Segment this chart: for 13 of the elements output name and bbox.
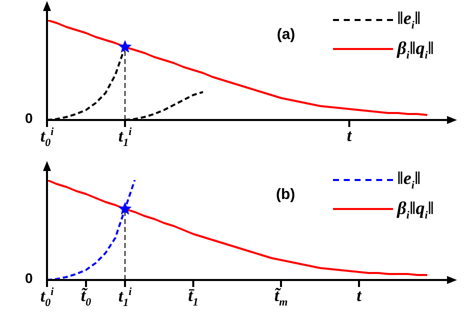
x-tick-label: t̃$_{m}$ bbox=[274, 286, 288, 308]
chart-title: (b) bbox=[276, 186, 296, 204]
legend-label: ‖e$_{i}$‖ bbox=[397, 8, 421, 32]
x-tick-label: t̃$_{0}$ bbox=[80, 286, 92, 308]
text: 0 bbox=[25, 110, 33, 126]
text: 0 bbox=[25, 270, 33, 286]
text: (a) bbox=[276, 26, 296, 44]
x-tick-label: t bbox=[356, 286, 362, 306]
x-tick-label: t̄$_{1}$ bbox=[188, 286, 198, 308]
legend-label: ‖e$_{i}$‖ bbox=[397, 168, 421, 192]
legend-label: β$_{i}$‖q$_{i}$‖ bbox=[397, 38, 434, 62]
x-tick-label: t bbox=[346, 126, 352, 146]
legend-label: β$_{i}$‖q$_{i}$‖ bbox=[397, 198, 434, 222]
